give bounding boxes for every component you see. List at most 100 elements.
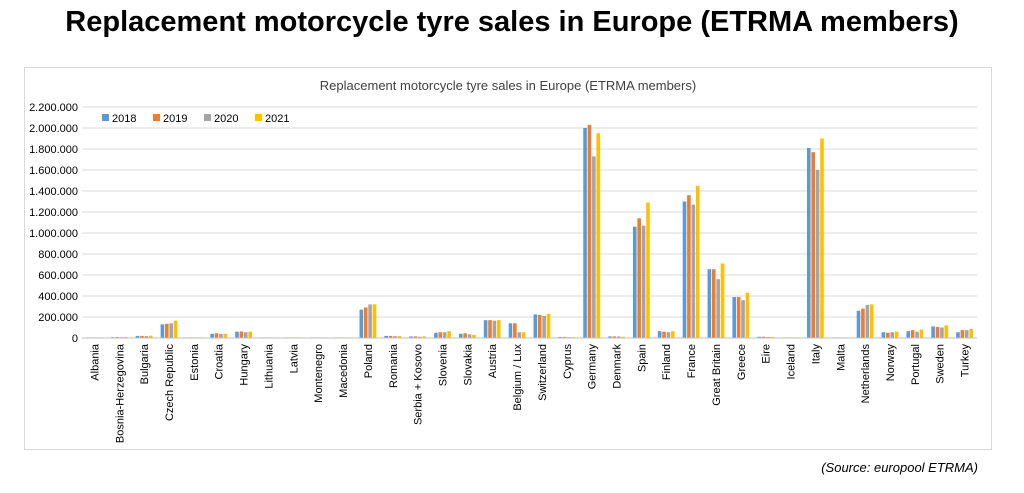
bar-2019 [413, 336, 418, 338]
bar-2021 [869, 304, 874, 338]
chart-frame: Replacement motorcycle tyre sales in Eur… [24, 67, 992, 450]
bar-2019 [761, 336, 766, 338]
bar-2019 [140, 335, 144, 338]
bar-2021 [521, 332, 526, 338]
bar-2019 [861, 308, 865, 338]
bar-2019 [388, 335, 393, 338]
bar-2018 [558, 336, 562, 338]
bar-2018 [160, 324, 165, 338]
bar-2018 [707, 269, 712, 338]
bar-2020 [691, 204, 696, 338]
bar-2021 [944, 325, 949, 338]
bar-2021 [124, 336, 128, 338]
legend: 2018 2019 2020 2021 [102, 113, 289, 125]
legend-swatch [153, 114, 160, 121]
x-tick-label: Malta [835, 343, 847, 371]
bar-2020 [964, 330, 969, 338]
x-tick-label: Iceland [786, 344, 798, 379]
bar-2021 [223, 333, 228, 338]
bar-2020 [641, 225, 646, 338]
bar-2021 [646, 202, 650, 338]
bar-2018 [359, 309, 364, 338]
bar-2018 [732, 297, 737, 338]
x-tick-label: Cyprus [562, 344, 574, 379]
bar-2021 [148, 335, 153, 338]
bar-2021 [546, 313, 551, 338]
x-tick-label: Serbia + Kosovo [413, 344, 425, 425]
bars [86, 124, 973, 338]
bar-2019 [363, 307, 368, 338]
bar-2019 [711, 269, 716, 338]
x-tick-label: Finland [661, 344, 673, 380]
y-tick-label: 1.800.000 [29, 144, 78, 156]
bar-2018 [682, 201, 687, 338]
bar-2018 [434, 332, 438, 338]
bar-2019 [885, 332, 890, 338]
bar-2020 [467, 334, 472, 338]
bar-2019 [637, 218, 641, 338]
bar-2018 [632, 226, 637, 338]
bar-2021 [497, 320, 501, 338]
bar-2021 [745, 292, 750, 338]
bar-2021 [969, 329, 973, 338]
x-tick-label: Norway [885, 344, 897, 382]
bar-2019 [562, 336, 567, 338]
y-tick-label: 200.000 [38, 312, 78, 324]
x-tick-label: Turkey [960, 344, 972, 378]
x-tick-label: Croatia [214, 343, 226, 379]
bar-2020 [815, 170, 820, 338]
bar-2019 [662, 331, 666, 338]
x-tick-label: Eire [761, 344, 773, 364]
bar-2020 [144, 336, 149, 338]
page-title: Replacement motorcycle tyre sales in Eur… [65, 6, 959, 38]
bar-2020 [716, 279, 720, 338]
x-tick-label: Austria [487, 343, 499, 378]
bar-2020 [915, 331, 919, 338]
bar-2019 [438, 332, 443, 338]
x-tick-label: Albania [89, 343, 101, 381]
y-tick-label: 1.600.000 [29, 165, 78, 177]
legend-label: 2018 [112, 113, 136, 125]
bar-2020 [442, 332, 447, 338]
bar-2019 [736, 297, 741, 338]
bar-2021 [695, 185, 700, 338]
bar-2020 [219, 333, 223, 338]
bar-2021 [422, 336, 427, 338]
bar-2018 [210, 333, 214, 338]
x-tick-label: Czech Republic [164, 344, 176, 422]
bar-2021 [919, 329, 924, 338]
bar-2018 [608, 336, 612, 338]
bar-2019 [587, 124, 592, 338]
x-tick-label: Germany [587, 344, 599, 390]
bar-2019 [960, 330, 965, 338]
bar-chart: Replacement motorcycle tyre sales in Eur… [29, 78, 977, 443]
x-tick-label: Great Britain [711, 344, 723, 406]
bar-2021 [472, 334, 476, 338]
legend-label: 2020 [214, 113, 238, 125]
x-axis-tick-labels: Albania Bosnia-Herzegovina Bulgaria Czech R… [89, 343, 971, 443]
y-tick-label: 0 [72, 333, 78, 345]
bar-2018 [881, 332, 886, 338]
bar-2018 [533, 314, 538, 338]
bar-2019 [811, 152, 816, 338]
x-tick-label: Bosnia-Herzegovina [114, 343, 126, 443]
bar-2019 [214, 333, 219, 338]
x-tick-label: Romania [388, 343, 400, 388]
bar-2021 [720, 263, 725, 338]
bar-2018 [757, 336, 761, 338]
bar-2020 [741, 300, 745, 338]
bar-2018 [409, 336, 413, 338]
chart-title: Replacement motorcycle tyre sales in Eur… [320, 78, 696, 93]
bar-2019 [612, 336, 617, 338]
bar-2018 [583, 128, 587, 338]
x-tick-label: France [686, 344, 698, 378]
legend-swatch [255, 114, 262, 121]
bar-2021 [894, 331, 899, 338]
bar-2020 [393, 336, 397, 338]
x-tick-label: Macedonia [338, 343, 350, 398]
bar-2021 [671, 331, 675, 338]
bar-2019 [935, 326, 940, 338]
bar-2018 [508, 323, 513, 338]
y-tick-label: 1.400.000 [29, 186, 78, 198]
y-tick-label: 2.000.000 [29, 123, 78, 135]
